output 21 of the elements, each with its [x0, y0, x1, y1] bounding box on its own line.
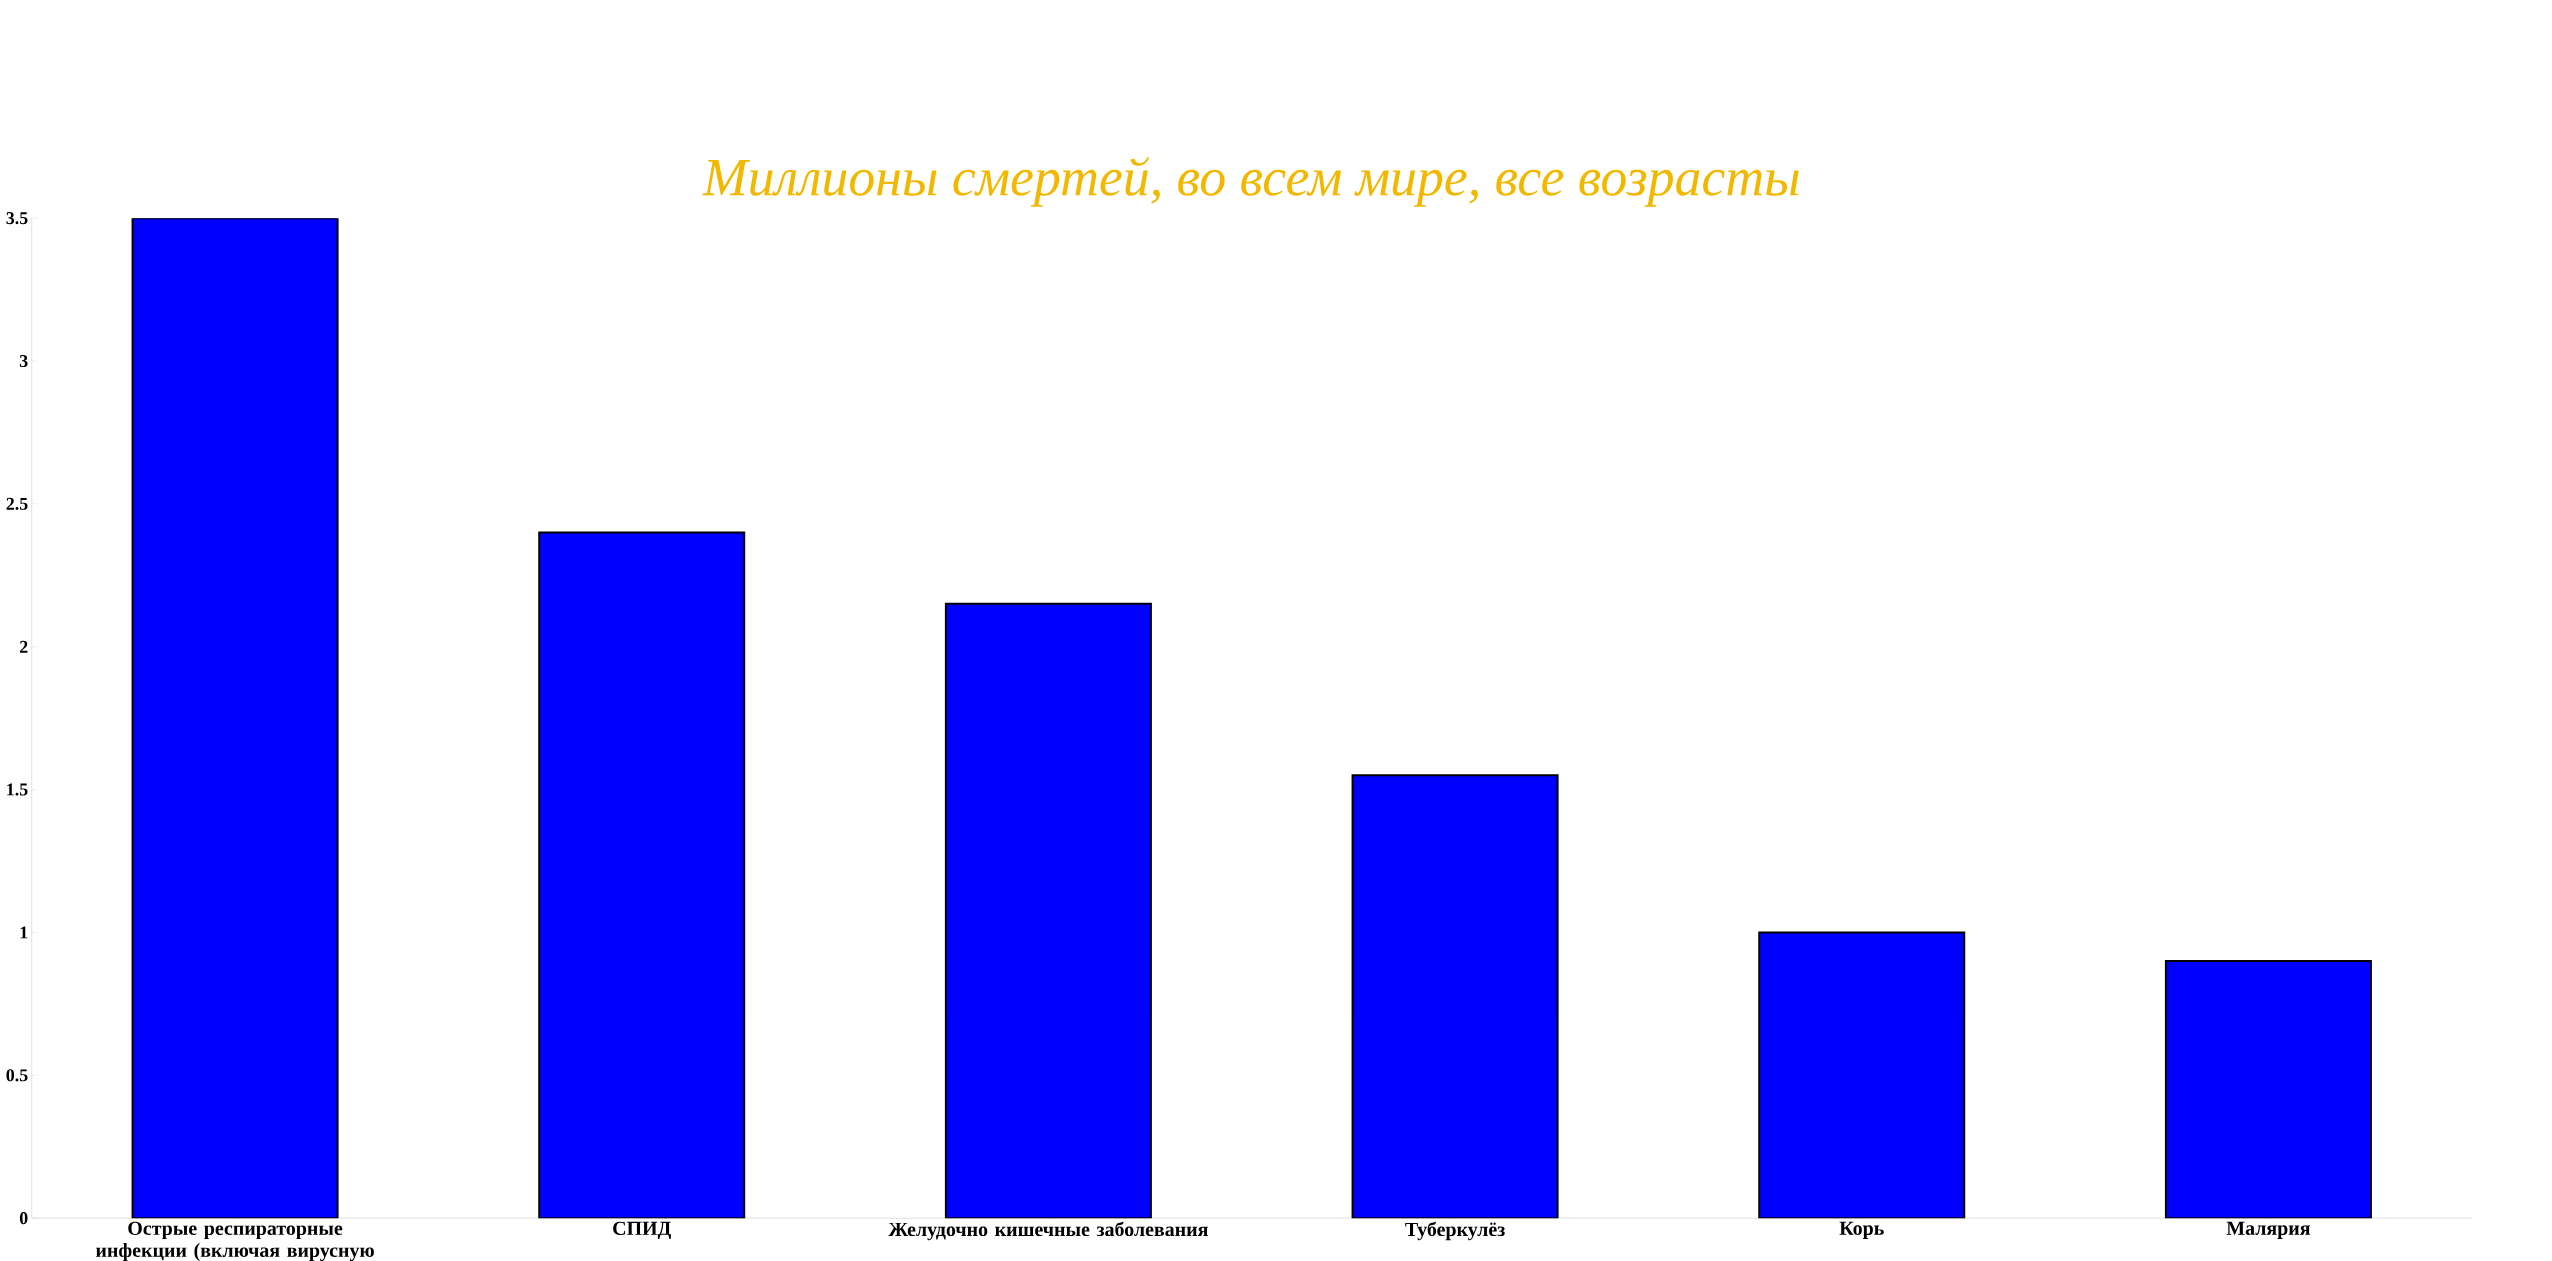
y-tick-label: 0.5 [6, 1069, 28, 1082]
y-tick-label: 1 [20, 926, 28, 939]
y-tick-label: 3 [19, 354, 28, 368]
bar [944, 602, 1152, 1219]
y-tick-label: 2 [19, 640, 28, 653]
y-tick-label: 2.5 [6, 497, 28, 510]
y-tick-label: 1.5 [7, 783, 28, 796]
bar [1758, 931, 1966, 1219]
bar [538, 531, 746, 1219]
x-tick-label: Туберкулёз [1405, 1221, 1505, 1241]
x-tick-label: Малярия [2226, 1221, 2310, 1239]
x-tick-label: СПИД [613, 1221, 672, 1240]
chart-title: Миллионы смертей, во всем мире, все возрасты [702, 156, 1799, 207]
bar [1351, 774, 1559, 1219]
x-tick-label: Острые респираторные инфекции (включая вирусную [95, 1221, 374, 1261]
bar [131, 218, 339, 1219]
bar [2164, 960, 2372, 1219]
y-tick-label: 0 [19, 1212, 28, 1225]
y-tick-label: 3.5 [6, 212, 28, 225]
x-tick-label: Желудочно кишечные заболевания [888, 1221, 1208, 1241]
x-tick-label: Корь [1839, 1221, 1884, 1239]
